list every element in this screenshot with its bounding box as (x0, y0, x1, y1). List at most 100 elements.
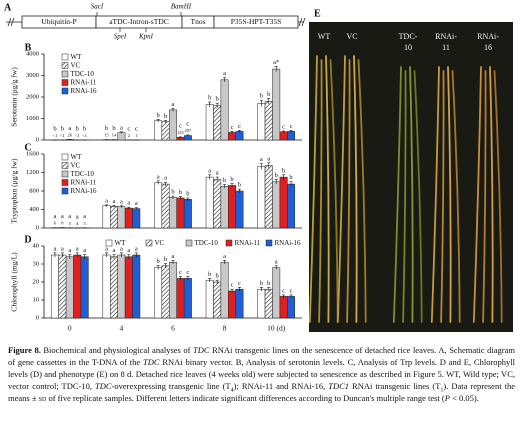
significance-letter: b (230, 176, 233, 183)
bar (264, 288, 273, 319)
leaf (451, 70, 461, 323)
bar (183, 199, 192, 229)
legend-label: RNAi-11 (71, 178, 97, 186)
significance-letter: a (105, 245, 108, 252)
significance-letter: c (231, 282, 234, 289)
panel-letter: A (4, 2, 12, 13)
significance-letter: a (260, 156, 263, 163)
significance-letter: b (267, 280, 270, 287)
restriction-site: KpnI (138, 33, 154, 41)
y-tick-label: 800 (29, 187, 39, 194)
significance-letter: a (275, 258, 278, 265)
significance-letter: b (275, 172, 278, 179)
error-bar (230, 288, 234, 293)
y-tick-label: 1200 (26, 169, 39, 176)
bar (235, 288, 244, 319)
bar (272, 267, 281, 319)
bar (287, 296, 296, 319)
significance-letter: a (267, 155, 270, 162)
significance-letter: c (179, 269, 182, 276)
significance-letter: a (105, 197, 108, 204)
leaf (318, 59, 323, 323)
leaf (489, 66, 494, 323)
significance-letter: b (223, 177, 226, 184)
significance-letter: b (216, 273, 219, 280)
panel-letter: B (25, 42, 32, 53)
value-label: 14 (112, 133, 117, 138)
panel-letter: C (24, 142, 31, 153)
error-bar (208, 278, 212, 282)
error-bar (237, 188, 241, 193)
legend-swatch (265, 239, 273, 247)
error-bar (164, 120, 168, 124)
bar (124, 207, 133, 229)
significance-letter: a (127, 200, 130, 207)
leaf (392, 66, 402, 323)
leaf (413, 70, 423, 323)
caption-text: TDC (95, 381, 112, 391)
bar (228, 132, 236, 141)
significance-letter: b (164, 113, 167, 120)
legend-swatch (145, 239, 153, 247)
legend-swatch (61, 153, 69, 161)
photo-label: 16 (484, 43, 492, 52)
significance-letter: a (164, 175, 167, 182)
break-mark (10, 17, 15, 27)
y-tick-label: 4000 (26, 50, 39, 57)
significance-letter: c (282, 123, 285, 130)
bar (110, 206, 118, 229)
bar (110, 256, 118, 319)
error-bar (186, 134, 190, 137)
error-bar (237, 130, 241, 133)
error-bar (259, 99, 263, 107)
leaf (430, 66, 440, 323)
error-bar (178, 196, 182, 200)
bar (213, 281, 222, 319)
significance-letter: a (157, 173, 160, 180)
bar (154, 182, 163, 229)
significance-letter: a (120, 124, 123, 131)
bar (169, 197, 177, 229)
photo-label: 10 (404, 43, 412, 52)
error-bar (289, 181, 293, 187)
bar (213, 105, 222, 141)
error-bar (223, 260, 227, 264)
value-label: <1 (53, 133, 58, 138)
legend-swatch (61, 162, 69, 169)
y-tick-label: 0 (36, 224, 39, 231)
bar (124, 256, 133, 319)
significance-letter: a (76, 245, 79, 252)
error-bar (60, 252, 64, 258)
leaf (447, 66, 452, 323)
caption-text: Biochemical and physiological analyses o… (40, 345, 194, 355)
legend-swatch (61, 87, 69, 95)
significance-letter: a (53, 213, 56, 220)
y-tick-label: 40 (33, 242, 40, 249)
cassette-label: Tnos (191, 17, 206, 26)
significance-letter: a (127, 247, 130, 254)
bar (205, 279, 214, 319)
significance-letter: c (179, 122, 182, 129)
leaf (440, 70, 445, 323)
significance-letter: b (105, 125, 108, 132)
bar (50, 254, 59, 319)
significance-letter: b (282, 167, 285, 174)
caption-text: RNAi transgenic lines (T (349, 381, 441, 391)
value-label: 8 (61, 221, 64, 226)
significance-letter: b (238, 182, 241, 189)
significance-letter: a (208, 167, 211, 174)
value-label: 5 (84, 221, 87, 226)
leaf (336, 55, 346, 323)
significance-letter: b (216, 96, 219, 103)
error-bar (119, 205, 123, 208)
significance-letter: b (289, 174, 292, 181)
error-bar (267, 287, 271, 291)
error-bar (171, 108, 175, 112)
error-bar (282, 174, 286, 180)
significance-letter: c (290, 123, 293, 130)
leaf (409, 66, 414, 323)
error-bar (171, 195, 175, 199)
restriction-site: SpeI (114, 33, 127, 41)
y-axis-label: Tryptophan (μg/g fw) (10, 158, 19, 223)
